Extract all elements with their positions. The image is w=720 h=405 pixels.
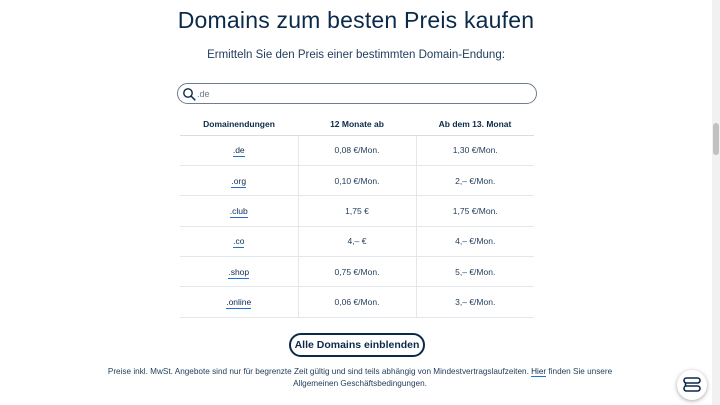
price-disclaimer: Preise inkl. MwSt. Angebote sind nur für…	[85, 366, 635, 389]
tld-cell: .online	[180, 286, 298, 318]
first-year-price: 4,– €	[297, 226, 417, 258]
table-row: .org 0,10 €/Mon. 2,– €/Mon.	[180, 165, 534, 197]
table-row: .shop 0,75 €/Mon. 5,– €/Mon.	[180, 256, 534, 288]
page-subtitle: Ermitteln Sie den Preis einer bestimmten…	[207, 49, 505, 61]
first-year-price: 0,10 €/Mon.	[297, 165, 417, 197]
table-row: .co 4,– € 4,– €/Mon.	[180, 226, 534, 258]
table-header-row: Domainendungen 12 Monate ab Ab dem 13. M…	[180, 114, 534, 136]
tld-cell: .club	[180, 195, 298, 227]
terms-link[interactable]: Hier	[531, 367, 547, 377]
tld-link-online[interactable]: .online	[226, 297, 252, 310]
column-header-after: Ab dem 13. Monat	[416, 114, 534, 136]
tld-cell: .co	[180, 226, 298, 258]
tld-cell: .shop	[180, 256, 298, 288]
domain-search[interactable]	[177, 83, 537, 104]
table-row: .online 0,06 €/Mon. 3,– €/Mon.	[180, 286, 534, 318]
after-price: 5,– €/Mon.	[416, 256, 534, 288]
page-title: Domains zum besten Preis kaufen	[177, 7, 535, 33]
after-price: 2,– €/Mon.	[416, 165, 534, 197]
disclaimer-text: Preise inkl. MwSt. Angebote sind nur für…	[107, 367, 532, 376]
tld-link-club[interactable]: .club	[229, 205, 248, 218]
column-header-first-year: 12 Monate ab	[298, 114, 416, 136]
tld-cell: .org	[180, 165, 298, 197]
first-year-price: 0,08 €/Mon.	[297, 135, 417, 166]
after-price: 1,75 €/Mon.	[416, 195, 534, 227]
table-row: .club 1,75 € 1,75 €/Mon.	[180, 195, 534, 227]
table-row: .de 0,08 €/Mon. 1,30 €/Mon.	[180, 135, 534, 166]
search-icon	[183, 88, 196, 101]
tld-link-de[interactable]: .de	[232, 145, 245, 158]
chat-widget-button[interactable]	[677, 370, 707, 400]
first-year-price: 1,75 €	[297, 195, 417, 227]
scrollbar-thumb[interactable]	[713, 123, 719, 155]
after-price: 4,– €/Mon.	[416, 226, 534, 258]
chat-icon	[683, 377, 701, 392]
tld-link-co[interactable]: .co	[233, 236, 245, 249]
tld-link-shop[interactable]: .shop	[228, 266, 250, 279]
domain-search-input[interactable]	[197, 86, 527, 101]
tld-cell: .de	[180, 135, 298, 166]
disclaimer-text-end: finden Sie unsere Allgemeinen Geschäftsb…	[293, 367, 613, 388]
domain-price-table: Domainendungen 12 Monate ab Ab dem 13. M…	[180, 114, 534, 318]
page-scrollbar[interactable]	[712, 0, 720, 405]
first-year-price: 0,06 €/Mon.	[297, 286, 417, 318]
after-price: 3,– €/Mon.	[416, 286, 534, 318]
show-all-domains-button[interactable]: Alle Domains einblenden	[289, 333, 425, 357]
column-header-tld: Domainendungen	[180, 114, 298, 136]
first-year-price: 0,75 €/Mon.	[297, 256, 417, 288]
after-price: 1,30 €/Mon.	[416, 135, 534, 166]
tld-link-org[interactable]: .org	[231, 175, 247, 188]
